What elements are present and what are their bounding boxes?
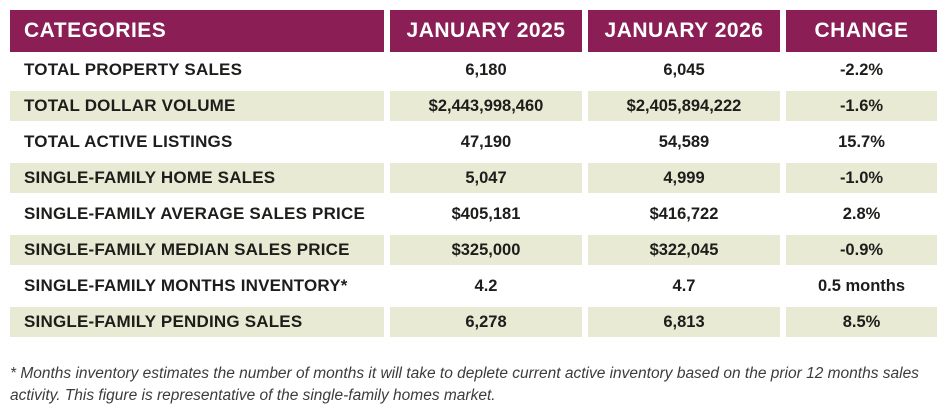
category-cell: SINGLE-FAMILY PENDING SALES [10,307,384,337]
table-row: SINGLE-FAMILY MEDIAN SALES PRICE $325,00… [10,232,937,268]
category-cell: TOTAL PROPERTY SALES [24,60,243,79]
change-value: -2.2% [780,52,937,88]
change-value: 15.7% [780,124,937,160]
footnote: * Months inventory estimates the number … [10,365,919,404]
jan-2025-value: 47,190 [384,124,582,160]
jan-2025-value: 6,180 [384,52,582,88]
column-header-change: CHANGE [780,10,937,52]
table-header-row: CATEGORIES JANUARY 2025 JANUARY 2026 CHA… [10,10,937,52]
jan-2025-value: 5,047 [384,163,582,193]
change-value: -1.6% [780,91,937,121]
table-body: TOTAL PROPERTY SALES 6,180 6,045 -2.2% T… [10,52,937,340]
table-row: SINGLE-FAMILY MONTHS INVENTORY* 4.2 4.7 … [10,268,937,304]
change-value: -0.9% [780,235,937,265]
table-row: SINGLE-FAMILY AVERAGE SALES PRICE $405,1… [10,196,937,232]
category-cell: TOTAL ACTIVE LISTINGS [24,132,233,151]
category-cell: TOTAL DOLLAR VOLUME [10,91,384,121]
table-row: TOTAL DOLLAR VOLUME $2,443,998,460 $2,40… [10,88,937,124]
jan-2025-value: 6,278 [384,307,582,337]
change-value: 2.8% [780,196,937,232]
jan-2025-value: $405,181 [384,196,582,232]
column-header-categories: CATEGORIES [10,10,384,52]
market-comparison-table: CATEGORIES JANUARY 2025 JANUARY 2026 CHA… [10,10,937,340]
jan-2026-value: 4,999 [582,163,780,193]
table-row: SINGLE-FAMILY HOME SALES 5,047 4,999 -1.… [10,160,937,196]
category-cell: SINGLE-FAMILY MONTHS INVENTORY* [24,276,348,295]
column-header-january-2026: JANUARY 2026 [582,10,780,52]
jan-2026-value: 6,813 [582,307,780,337]
table-row: TOTAL PROPERTY SALES 6,180 6,045 -2.2% [10,52,937,88]
change-value: -1.0% [780,163,937,193]
column-header-january-2025: JANUARY 2025 [384,10,582,52]
table-row: SINGLE-FAMILY PENDING SALES 6,278 6,813 … [10,304,937,340]
jan-2025-value: $2,443,998,460 [384,91,582,121]
jan-2026-value: $416,722 [582,196,780,232]
table-row: TOTAL ACTIVE LISTINGS 47,190 54,589 15.7… [10,124,937,160]
jan-2026-value: $322,045 [582,235,780,265]
jan-2026-value: 6,045 [582,52,780,88]
category-cell: SINGLE-FAMILY HOME SALES [10,163,384,193]
page: CATEGORIES JANUARY 2025 JANUARY 2026 CHA… [10,10,937,404]
change-value: 0.5 months [780,268,937,304]
jan-2026-value: $2,405,894,222 [582,91,780,121]
category-cell: SINGLE-FAMILY AVERAGE SALES PRICE [24,204,365,223]
category-cell: SINGLE-FAMILY MEDIAN SALES PRICE [10,235,384,265]
jan-2025-value: 4.2 [384,268,582,304]
jan-2025-value: $325,000 [384,235,582,265]
jan-2026-value: 4.7 [582,268,780,304]
jan-2026-value: 54,589 [582,124,780,160]
change-value: 8.5% [780,307,937,337]
